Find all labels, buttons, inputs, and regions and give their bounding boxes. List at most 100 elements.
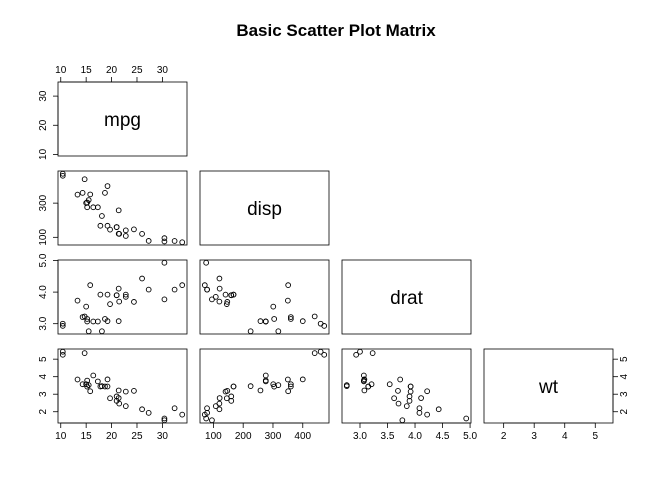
data-point (391, 395, 397, 402)
left-mpg-tick-label: 30 (38, 90, 49, 102)
data-point (83, 381, 90, 388)
data-point (84, 316, 91, 322)
panel-drat-vs-mpg (57, 259, 188, 335)
panel-wt-vs-mpg (57, 348, 188, 424)
data-point (161, 415, 168, 422)
data-point (317, 348, 324, 355)
data-point (113, 224, 120, 230)
data-point (222, 388, 229, 395)
top-mpg-tick-label: 10 (55, 65, 67, 76)
data-point (131, 299, 137, 305)
data-point (395, 400, 402, 407)
data-point (299, 318, 306, 325)
data-point (228, 292, 235, 299)
data-point (463, 415, 470, 422)
data-point (104, 222, 111, 229)
data-point (270, 303, 277, 310)
data-point (171, 238, 178, 244)
panel-frame (341, 348, 472, 424)
data-point (59, 172, 66, 179)
data-point (361, 376, 368, 383)
left-drat-tick-label: 5.0 (38, 253, 49, 267)
data-point (139, 275, 145, 282)
data-point (216, 406, 223, 413)
data-point (285, 282, 292, 289)
data-point (403, 403, 410, 409)
top-mpg-tick-label: 15 (81, 65, 93, 76)
data-point (321, 351, 328, 358)
data-point (115, 395, 122, 401)
data-point (353, 351, 359, 358)
panel-frame (57, 348, 188, 424)
data-point (122, 291, 129, 298)
data-point (257, 387, 264, 394)
data-point (216, 285, 223, 292)
data-point (262, 372, 269, 379)
data-point (145, 410, 152, 416)
data-point (104, 376, 111, 383)
bottom-disp-tick-label: 300 (265, 431, 282, 442)
panel-frame (341, 259, 472, 335)
panel-drat-vs-drat: drat (341, 259, 472, 335)
data-point (216, 298, 223, 305)
data-point (90, 204, 97, 211)
right-wt-tick-label: 4 (619, 373, 630, 379)
data-point (288, 314, 294, 320)
data-point (87, 191, 94, 198)
data-point (161, 238, 168, 245)
data-point (59, 351, 66, 358)
data-point (115, 285, 122, 292)
data-point (416, 410, 423, 416)
top-mpg-tick-label: 20 (106, 65, 118, 76)
data-point (81, 350, 88, 356)
data-point (161, 417, 168, 424)
data-point (87, 282, 94, 289)
bottom-mpg-tick-label: 10 (55, 431, 67, 442)
right-wt-tick-label: 3 (619, 391, 630, 397)
chart-title: Basic Scatter Plot Matrix (236, 21, 436, 40)
panel-drat-vs-disp (199, 259, 330, 335)
data-point (131, 226, 137, 233)
data-point (85, 328, 92, 335)
top-mpg-tick-label: 30 (157, 65, 169, 76)
data-point (113, 292, 120, 299)
left-mpg-tick-label: 20 (38, 119, 49, 131)
panel-wt-vs-wt: wt (483, 348, 614, 424)
data-point (216, 395, 223, 401)
data-point (285, 388, 292, 395)
left-mpg-tick-label: 10 (38, 148, 49, 160)
bottom-drat-tick-label: 4.0 (408, 431, 422, 442)
left-wt-tick-label: 3 (38, 391, 49, 397)
data-point (122, 227, 129, 234)
data-point (94, 318, 101, 325)
data-point (74, 376, 81, 383)
data-point (116, 298, 123, 305)
data-point (435, 406, 442, 413)
data-point (115, 230, 122, 237)
left-wt-tick-label: 5 (38, 356, 49, 362)
data-point (230, 383, 237, 390)
data-point (179, 239, 186, 246)
data-point (424, 388, 430, 395)
data-point (104, 291, 111, 298)
data-point (97, 291, 104, 298)
data-point (107, 301, 113, 307)
bottom-wt-tick-label: 2 (501, 431, 507, 442)
bottom-mpg-tick-label: 25 (131, 431, 143, 442)
bottom-drat-tick-label: 5.0 (463, 431, 477, 442)
data-point (122, 293, 129, 300)
panel-frame (57, 259, 188, 335)
data-point (84, 318, 91, 325)
data-point (212, 293, 219, 300)
panel-disp-vs-disp: disp (199, 170, 330, 246)
data-point (90, 372, 97, 379)
data-point (104, 318, 111, 325)
data-point (285, 297, 291, 304)
data-point (209, 417, 215, 424)
data-point (161, 259, 168, 266)
data-point (99, 213, 105, 219)
data-point (107, 395, 113, 402)
panel-wt-vs-drat (341, 348, 472, 424)
data-point (311, 313, 318, 320)
